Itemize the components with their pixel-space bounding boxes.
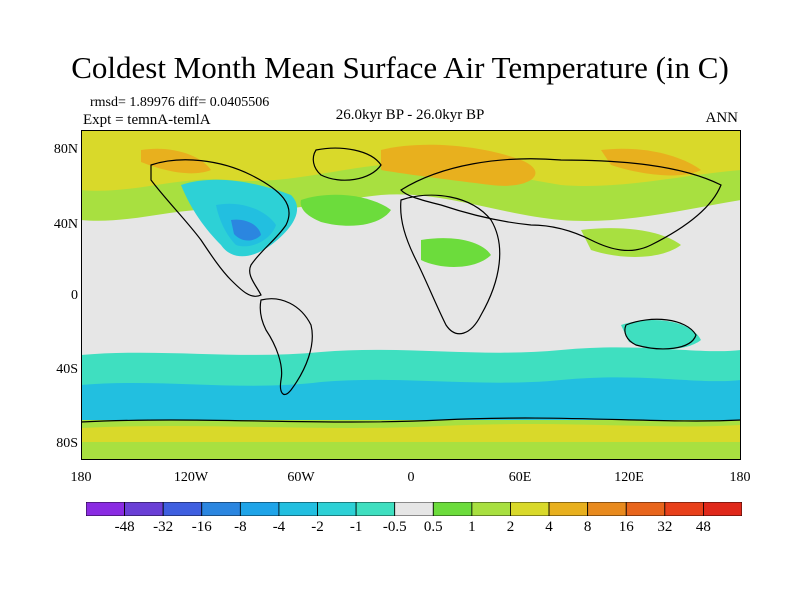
north-america-coldest-region xyxy=(231,219,261,241)
lat-label-0: 0 xyxy=(71,288,78,303)
africa-warm-patch xyxy=(421,238,491,267)
colorbar-swatch xyxy=(432,502,473,516)
season-label: ANN xyxy=(705,110,739,126)
colorbar-swatch xyxy=(239,502,280,516)
colorbar-swatch xyxy=(394,502,434,516)
experiment-label: Expt = temnA-temlA xyxy=(83,112,211,128)
colorbar-label: -32 xyxy=(153,519,174,535)
temperature-map xyxy=(81,130,741,460)
colorbar xyxy=(86,502,742,516)
siberia-warm-patch xyxy=(601,148,701,176)
colorbar-swatch xyxy=(471,502,511,516)
southern-ocean-cold-band xyxy=(81,377,741,420)
colorbar-label: -48 xyxy=(114,519,135,535)
colorbar-swatch xyxy=(703,502,742,516)
colorbar-label: 16 xyxy=(618,519,634,535)
east-asia-warm-patch xyxy=(581,228,681,257)
colorbar-label: 2 xyxy=(506,519,515,535)
colorbar-label: -8 xyxy=(234,519,247,535)
chart-title: Coldest Month Mean Surface Air Temperatu… xyxy=(71,50,729,85)
lat-label-40s: 40S xyxy=(56,362,78,377)
colorbar-swatch xyxy=(664,502,704,516)
lat-label-80n: 80N xyxy=(53,142,78,157)
colorbar-label: 4 xyxy=(545,519,553,535)
australia-cool-patch xyxy=(621,320,701,350)
lon-label-180e: 180 xyxy=(729,470,751,485)
colorbar-swatch xyxy=(587,502,627,516)
colorbar-label: 0.5 xyxy=(423,519,443,535)
lon-label-180w: 180 xyxy=(70,470,92,485)
colorbar-label: 48 xyxy=(695,519,711,535)
coastlines xyxy=(81,147,741,423)
colorbar-swatch xyxy=(625,502,666,516)
colorbar-label: -2 xyxy=(311,519,324,535)
colorbar-label: -1 xyxy=(349,519,363,535)
colorbar-label: 8 xyxy=(583,519,592,535)
colorbar-label: -4 xyxy=(272,519,286,535)
colorbar-swatch xyxy=(278,502,318,516)
colorbar-swatch xyxy=(355,502,396,516)
colorbar-swatch xyxy=(86,502,125,516)
alaska-warm-patch xyxy=(141,148,211,174)
south-america-outline xyxy=(259,298,313,395)
lon-label-60e: 60E xyxy=(508,470,532,485)
colorbar-label: 32 xyxy=(657,519,673,535)
period-label: 26.0kyr BP - 26.0kyr BP xyxy=(335,107,485,123)
lon-label-0: 0 xyxy=(407,470,415,485)
lon-label-120e: 120E xyxy=(614,470,644,485)
lon-label-60w: 60W xyxy=(287,470,315,485)
antarctica-warmer-band xyxy=(81,424,741,442)
rmsd-diff-stats: rmsd= 1.89976 diff= 0.0405506 xyxy=(90,95,270,110)
north-atlantic-warm-patch xyxy=(300,194,391,226)
north-america-outline xyxy=(150,159,290,297)
australia-outline xyxy=(624,318,697,350)
eurasia-outline xyxy=(400,158,722,251)
colorbar-label: -16 xyxy=(191,519,212,535)
colorbar-swatch xyxy=(510,502,550,516)
greenland-outline xyxy=(312,147,382,181)
antarctica-outline xyxy=(81,417,741,423)
colorbar-swatch xyxy=(317,502,357,516)
lat-label-40n: 40N xyxy=(53,217,78,232)
lon-label-120w: 120W xyxy=(173,470,209,485)
colorbar-swatch xyxy=(124,502,164,516)
map-frame xyxy=(81,130,741,460)
colorbar-label: 1 xyxy=(468,519,476,535)
lat-label-80s: 80S xyxy=(56,436,78,451)
colorbar-swatch xyxy=(162,502,203,516)
colorbar-label: -0.5 xyxy=(382,519,407,535)
colorbar-swatch xyxy=(548,502,589,516)
africa-outline xyxy=(400,194,501,335)
eurasia-warm-patch xyxy=(381,144,536,186)
colorbar-swatch xyxy=(201,502,241,516)
